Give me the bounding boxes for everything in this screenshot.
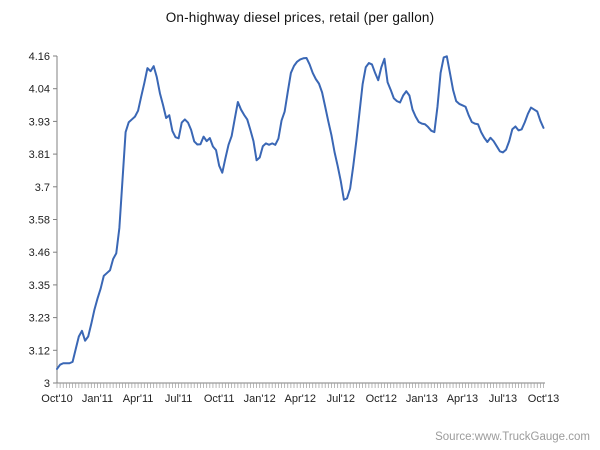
y-tick-label: 3.7 [35, 182, 50, 194]
y-tick-label: 4.04 [29, 84, 50, 96]
chart-title: On-highway diesel prices, retail (per ga… [165, 10, 435, 25]
y-tick-label: 3.58 [29, 215, 50, 227]
y-tick-label: 4.16 [29, 51, 50, 63]
y-tick-label: 3.81 [29, 149, 50, 161]
x-tick-label: Apr'13 [447, 393, 478, 405]
x-tick-label: Jan'13 [406, 393, 438, 405]
x-tick-label: Jul'13 [489, 393, 517, 405]
x-tick-label: Jul'12 [327, 393, 355, 405]
x-tick-label: Oct'10 [41, 393, 72, 405]
y-tick-label: 3.46 [29, 247, 50, 259]
y-tick-label: 3 [44, 378, 50, 390]
source-credit: Source:www.TruckGauge.com [435, 431, 590, 443]
x-tick-label: Jan'11 [82, 393, 113, 405]
x-tick-label: Oct'11 [204, 393, 235, 405]
x-tick-label: Jan'12 [244, 393, 276, 405]
x-tick-label: Jul'11 [165, 393, 193, 405]
y-tick-label: 3.12 [29, 345, 50, 357]
y-tick-label: 3.23 [29, 313, 50, 325]
y-tick-label: 3.93 [29, 116, 50, 128]
y-tick-label: 3.35 [29, 280, 50, 292]
x-tick-label: Oct'13 [528, 393, 559, 405]
x-tick-label: Apr'12 [285, 393, 316, 405]
price-line [56, 55, 545, 370]
x-tick-label: Oct'12 [366, 393, 397, 405]
x-tick-label: Apr'11 [123, 393, 154, 405]
